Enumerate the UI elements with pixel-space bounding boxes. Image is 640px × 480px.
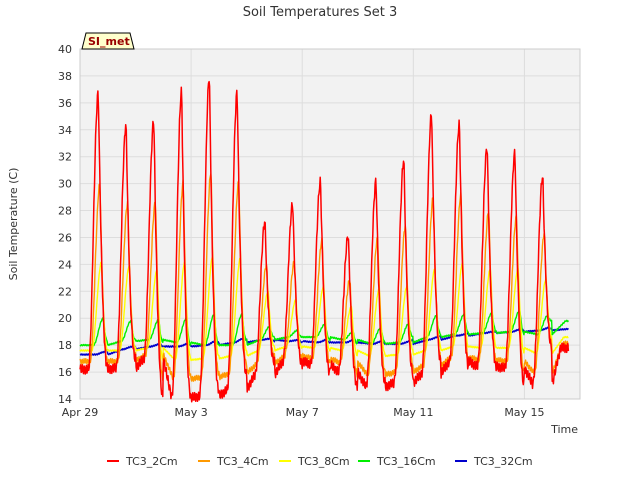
x-tick-label: May 7 [286, 406, 319, 419]
y-tick-label: 30 [58, 178, 72, 191]
x-axis-label: Time [550, 423, 578, 436]
background-band [80, 75, 580, 103]
y-tick-label: 38 [58, 70, 72, 83]
background-band [80, 156, 580, 184]
background-band [80, 291, 580, 319]
y-tick-label: 36 [58, 97, 72, 110]
site-badge-label: SI_met [88, 35, 130, 48]
background-band [80, 183, 580, 211]
y-tick-label: 20 [58, 312, 72, 325]
x-axis-ticks: Apr 29 May 3 May 7 May 11 May 15 [62, 406, 545, 419]
y-tick-label: 40 [58, 43, 72, 56]
y-tick-label: 28 [58, 205, 72, 218]
x-tick-label: Apr 29 [62, 406, 99, 419]
plot-frame [79, 48, 581, 400]
x-tick-label: May 3 [174, 406, 207, 419]
y-tick-label: 24 [58, 258, 72, 271]
background-band [80, 49, 580, 76]
legend-label: TC3_2Cm [125, 455, 178, 468]
y-tick-label: 34 [58, 124, 72, 137]
legend-label: TC3_4Cm [216, 455, 269, 468]
y-tick-label: 22 [58, 285, 72, 298]
background-band [80, 264, 580, 292]
background-band [80, 102, 580, 130]
x-tick-label: May 15 [504, 406, 544, 419]
background-band [80, 129, 580, 157]
y-tick-label: 14 [58, 393, 72, 406]
x-tick-label: May 11 [393, 406, 433, 419]
background-band [80, 237, 580, 265]
background-band [80, 372, 580, 399]
y-tick-label: 32 [58, 151, 72, 164]
site-badge: SI_met [81, 32, 135, 50]
legend-label: TC3_8Cm [297, 455, 350, 468]
legend-label: TC3_32Cm [473, 455, 533, 468]
background-band [80, 210, 580, 238]
series-lines [79, 80, 570, 403]
y-tick-label: 18 [58, 339, 72, 352]
y-axis-label: Soil Temperature (C) [7, 168, 20, 281]
legend-label: TC3_16Cm [376, 455, 436, 468]
legend: TC3_2Cm TC3_4Cm TC3_8Cm TC3_16Cm TC3_32Cm [107, 455, 533, 468]
site-badge-shape [81, 32, 135, 50]
y-tick-label: 16 [58, 366, 72, 379]
series-line-tc3-32cm [79, 326, 569, 356]
y-axis-ticks: 14 16 18 20 22 24 26 28 30 32 34 36 38 40 [58, 43, 72, 406]
series-line-tc3-2cm [79, 80, 570, 403]
y-tick-label: 26 [58, 231, 72, 244]
chart-title: Soil Temperatures Set 3 [243, 5, 398, 20]
